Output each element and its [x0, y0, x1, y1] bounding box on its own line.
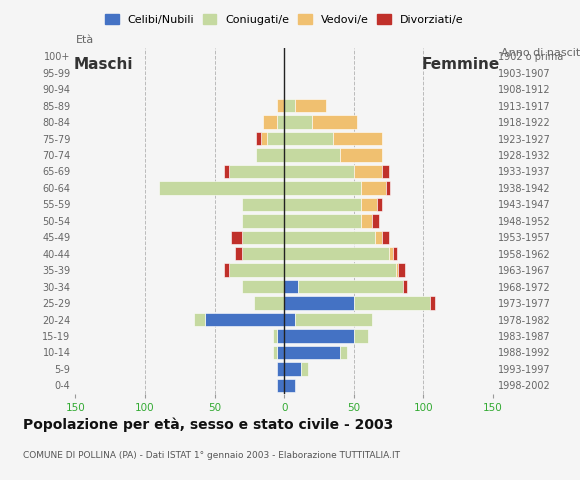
- Bar: [333, 132, 382, 145]
- Bar: [284, 181, 361, 194]
- Bar: [242, 280, 284, 293]
- Bar: [277, 329, 284, 343]
- Bar: [284, 132, 333, 145]
- Text: Anno di nascita: Anno di nascita: [501, 48, 580, 58]
- Bar: [205, 313, 284, 326]
- Bar: [354, 296, 430, 310]
- Bar: [284, 313, 295, 326]
- Bar: [284, 99, 295, 112]
- Bar: [312, 115, 357, 129]
- Bar: [430, 296, 434, 310]
- Bar: [284, 115, 312, 129]
- Bar: [298, 280, 403, 293]
- Text: Femmine: Femmine: [422, 57, 500, 72]
- Bar: [277, 346, 284, 359]
- Bar: [284, 379, 295, 392]
- Bar: [354, 165, 382, 178]
- Bar: [256, 132, 260, 145]
- Bar: [354, 329, 368, 343]
- Bar: [242, 230, 284, 244]
- Bar: [382, 230, 389, 244]
- Bar: [284, 362, 301, 376]
- Bar: [361, 181, 386, 194]
- Bar: [389, 247, 393, 261]
- Bar: [295, 99, 326, 112]
- Legend: Celibi/Nubili, Coniugati/e, Vedovi/e, Divorziati/e: Celibi/Nubili, Coniugati/e, Vedovi/e, Di…: [103, 12, 465, 27]
- Bar: [263, 115, 277, 129]
- Bar: [273, 346, 277, 359]
- Bar: [242, 247, 284, 261]
- Bar: [260, 132, 267, 145]
- Bar: [242, 214, 284, 228]
- Bar: [284, 346, 340, 359]
- Bar: [224, 165, 229, 178]
- Bar: [229, 264, 284, 277]
- Bar: [277, 99, 284, 112]
- Text: Popolazione per età, sesso e stato civile - 2003: Popolazione per età, sesso e stato civil…: [23, 418, 393, 432]
- Bar: [277, 115, 284, 129]
- Bar: [235, 247, 242, 261]
- Bar: [224, 264, 229, 277]
- Bar: [398, 264, 405, 277]
- Bar: [284, 329, 354, 343]
- Bar: [253, 296, 284, 310]
- Bar: [378, 198, 382, 211]
- Bar: [393, 247, 397, 261]
- Bar: [256, 148, 284, 162]
- Bar: [159, 181, 284, 194]
- Bar: [284, 198, 361, 211]
- Bar: [403, 280, 407, 293]
- Bar: [284, 264, 396, 277]
- Bar: [242, 198, 284, 211]
- Text: COMUNE DI POLLINA (PA) - Dati ISTAT 1° gennaio 2003 - Elaborazione TUTTITALIA.IT: COMUNE DI POLLINA (PA) - Dati ISTAT 1° g…: [23, 451, 400, 460]
- Bar: [301, 362, 308, 376]
- Bar: [267, 132, 284, 145]
- Bar: [273, 329, 277, 343]
- Bar: [284, 214, 361, 228]
- Bar: [284, 230, 375, 244]
- Bar: [284, 247, 389, 261]
- Text: Età: Età: [75, 35, 93, 45]
- Bar: [375, 230, 382, 244]
- Bar: [396, 264, 398, 277]
- Bar: [194, 313, 205, 326]
- Bar: [340, 148, 382, 162]
- Bar: [361, 198, 378, 211]
- Bar: [386, 181, 390, 194]
- Bar: [284, 296, 354, 310]
- Bar: [229, 165, 284, 178]
- Bar: [382, 165, 389, 178]
- Bar: [372, 214, 379, 228]
- Bar: [361, 214, 372, 228]
- Bar: [284, 165, 354, 178]
- Bar: [340, 346, 347, 359]
- Bar: [295, 313, 372, 326]
- Bar: [284, 280, 298, 293]
- Bar: [284, 148, 340, 162]
- Bar: [277, 362, 284, 376]
- Bar: [231, 230, 242, 244]
- Text: Maschi: Maschi: [74, 57, 133, 72]
- Bar: [277, 379, 284, 392]
